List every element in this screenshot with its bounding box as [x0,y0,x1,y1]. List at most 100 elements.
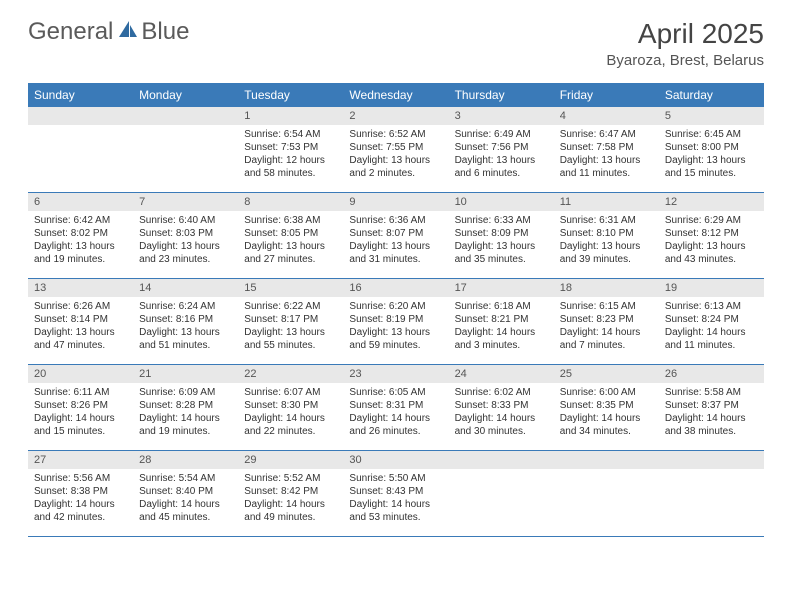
calendar-grid: SundayMondayTuesdayWednesdayThursdayFrid… [28,83,764,537]
calendar-cell: 26Sunrise: 5:58 AMSunset: 8:37 PMDayligh… [659,365,764,451]
sunset-text: Sunset: 8:37 PM [665,399,758,412]
day-number: 3 [449,107,554,125]
calendar-cell: 8Sunrise: 6:38 AMSunset: 8:05 PMDaylight… [238,193,343,279]
daylight-text: Daylight: 13 hours and 59 minutes. [349,326,442,352]
day-number: 28 [133,451,238,469]
cell-body: Sunrise: 5:52 AMSunset: 8:42 PMDaylight:… [238,469,343,528]
calendar-cell: 22 Sunrise: 6:07 AMSunset: 8:30 PMDayligh… [238,365,343,451]
title-block: April 2025 Byaroza, Brest, Belarus [606,18,764,69]
day-number: 4 [554,107,659,125]
sunrise-text: Sunrise: 6:26 AM [34,300,127,313]
calendar-cell: 3Sunrise: 6:49 AMSunset: 7:56 PMDaylight… [449,107,554,193]
cell-body: Sunrise: 5:54 AMSunset: 8:40 PMDaylight:… [133,469,238,528]
sunrise-text: Sunrise: 6:38 AM [244,214,337,227]
sunset-text: Sunset: 7:56 PM [455,141,548,154]
logo: General Blue [28,18,189,46]
daylight-text: Daylight: 13 hours and 19 minutes. [34,240,127,266]
day-number: 6 [28,193,133,211]
sunset-text: Sunset: 7:58 PM [560,141,653,154]
daylight-text: Daylight: 14 hours and 53 minutes. [349,498,442,524]
daylight-text: Daylight: 14 hours and 38 minutes. [665,412,758,438]
sunset-text: Sunset: 8:07 PM [349,227,442,240]
cell-body: Sunrise: 6:09 AMSunset: 8:28 PMDaylight:… [133,383,238,442]
sunrise-text: Sunrise: 6:33 AM [455,214,548,227]
daylight-text: Daylight: 13 hours and 47 minutes. [34,326,127,352]
daylight-text: Daylight: 13 hours and 43 minutes. [665,240,758,266]
daylight-text: Daylight: 14 hours and 42 minutes. [34,498,127,524]
daylight-text: Daylight: 14 hours and 45 minutes. [139,498,232,524]
cell-body: Sunrise: 6:45 AMSunset: 8:00 PMDaylight:… [659,125,764,184]
calendar-cell: 16Sunrise: 6:20 AMSunset: 8:19 PMDayligh… [343,279,448,365]
cell-body: Sunrise: 6:31 AMSunset: 8:10 PMDaylight:… [554,211,659,270]
calendar-cell: 24Sunrise: 6:02 AMSunset: 8:33 PMDayligh… [449,365,554,451]
daylight-text: Daylight: 14 hours and 19 minutes. [139,412,232,438]
sunset-text: Sunset: 8:02 PM [34,227,127,240]
cell-body: Sunrise: 6:22 AMSunset: 8:17 PMDaylight:… [238,297,343,356]
sunset-text: Sunset: 8:23 PM [560,313,653,326]
sunset-text: Sunset: 8:40 PM [139,485,232,498]
sunset-text: Sunset: 8:03 PM [139,227,232,240]
daylight-text: Daylight: 14 hours and 34 minutes. [560,412,653,438]
cell-body: Sunrise: 6:24 AMSunset: 8:16 PMDaylight:… [133,297,238,356]
day-header: Friday [554,83,659,107]
cell-body: Sunrise: 5:56 AMSunset: 8:38 PMDaylight:… [28,469,133,528]
day-number: 7 [133,193,238,211]
sunrise-text: Sunrise: 6:02 AM [455,386,548,399]
daylight-text: Daylight: 13 hours and 55 minutes. [244,326,337,352]
sunset-text: Sunset: 8:38 PM [34,485,127,498]
day-number: 20 [28,365,133,383]
day-number: 1 [238,107,343,125]
day-header: Thursday [449,83,554,107]
month-title: April 2025 [606,18,764,50]
sunset-text: Sunset: 8:17 PM [244,313,337,326]
daylight-text: Daylight: 14 hours and 22 minutes. [244,412,337,438]
sunrise-text: Sunrise: 6:24 AM [139,300,232,313]
calendar-cell: 9Sunrise: 6:36 AMSunset: 8:07 PMDaylight… [343,193,448,279]
sunset-text: Sunset: 8:21 PM [455,313,548,326]
day-number: 26 [659,365,764,383]
cell-body: Sunrise: 6:05 AMSunset: 8:31 PMDaylight:… [343,383,448,442]
sunset-text: Sunset: 8:10 PM [560,227,653,240]
day-number-empty [554,451,659,469]
day-header: Sunday [28,83,133,107]
cell-body: Sunrise: 6:47 AMSunset: 7:58 PMDaylight:… [554,125,659,184]
header: General Blue April 2025 Byaroza, Brest, … [0,0,792,77]
sunrise-text: Sunrise: 6:05 AM [349,386,442,399]
sunrise-text: Sunrise: 5:50 AM [349,472,442,485]
day-number-empty [659,451,764,469]
daylight-text: Daylight: 13 hours and 27 minutes. [244,240,337,266]
sunset-text: Sunset: 8:24 PM [665,313,758,326]
day-number: 5 [659,107,764,125]
cell-body: Sunrise: 6:40 AMSunset: 8:03 PMDaylight:… [133,211,238,270]
day-number: 18 [554,279,659,297]
day-number-empty [133,107,238,125]
cell-body: Sunrise: 6:15 AMSunset: 8:23 PMDaylight:… [554,297,659,356]
sunrise-text: Sunrise: 6:40 AM [139,214,232,227]
calendar-cell: 14Sunrise: 6:24 AMSunset: 8:16 PMDayligh… [133,279,238,365]
sunset-text: Sunset: 8:05 PM [244,227,337,240]
day-number: 22 [238,365,343,383]
sunset-text: Sunset: 8:19 PM [349,313,442,326]
sunrise-text: Sunrise: 6:13 AM [665,300,758,313]
cell-body: Sunrise: 6:42 AMSunset: 8:02 PMDaylight:… [28,211,133,270]
day-number: 14 [133,279,238,297]
day-header: Wednesday [343,83,448,107]
sunrise-text: Sunrise: 6:31 AM [560,214,653,227]
cell-body: Sunrise: 5:58 AMSunset: 8:37 PMDaylight:… [659,383,764,442]
calendar-cell: 28Sunrise: 5:54 AMSunset: 8:40 PMDayligh… [133,451,238,537]
day-number: 23 [343,365,448,383]
day-number: 12 [659,193,764,211]
sunset-text: Sunset: 8:30 PM [244,399,337,412]
sunrise-text: Sunrise: 6:09 AM [139,386,232,399]
day-header: Tuesday [238,83,343,107]
sunrise-text: Sunrise: 6:42 AM [34,214,127,227]
calendar-cell [28,107,133,193]
cell-body: Sunrise: 6:00 AMSunset: 8:35 PMDaylight:… [554,383,659,442]
sunrise-text: Sunrise: 6:07 AM [244,386,337,399]
calendar-cell: 7Sunrise: 6:40 AMSunset: 8:03 PMDaylight… [133,193,238,279]
sunset-text: Sunset: 8:14 PM [34,313,127,326]
day-number: 27 [28,451,133,469]
calendar-cell [554,451,659,537]
day-number: 24 [449,365,554,383]
day-number-empty [449,451,554,469]
